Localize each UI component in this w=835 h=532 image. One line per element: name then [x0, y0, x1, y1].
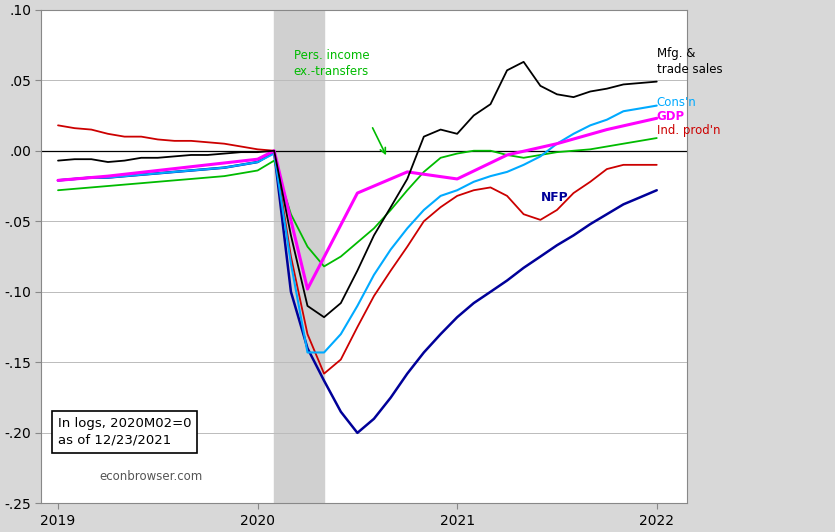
Text: In logs, 2020M02=0
as of 12/23/2021: In logs, 2020M02=0 as of 12/23/2021	[58, 417, 191, 447]
Text: Mfg. &
trade sales: Mfg. & trade sales	[657, 47, 722, 77]
Text: econbrowser.com: econbrowser.com	[99, 470, 203, 483]
Text: NFP: NFP	[541, 191, 569, 204]
Text: Pers. income
ex.-transfers: Pers. income ex.-transfers	[294, 49, 369, 78]
Text: Cons'n: Cons'n	[657, 96, 696, 109]
Bar	[274, 10, 324, 503]
Text: GDP: GDP	[657, 110, 685, 123]
Text: Ind. prod'n: Ind. prod'n	[657, 124, 721, 137]
